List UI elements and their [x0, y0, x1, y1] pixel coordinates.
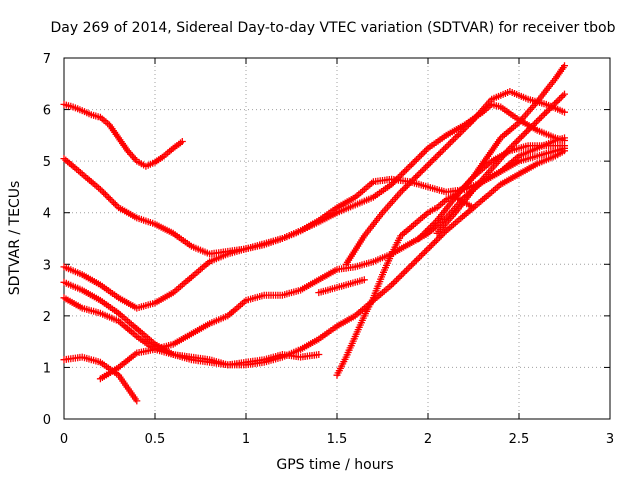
y-tick-label: 5	[43, 155, 51, 170]
y-tick-label: 7	[43, 52, 51, 67]
x-tick-label: 3	[606, 432, 614, 447]
series-sat-j	[342, 88, 568, 268]
series-sat-m	[451, 193, 477, 212]
series-layer	[60, 62, 568, 405]
x-tick-label: 2.5	[509, 432, 530, 447]
y-axis-label: SDTVAR / TECUs	[7, 181, 23, 296]
series-sat-g	[96, 134, 568, 383]
y-tick-label: 4	[43, 207, 51, 222]
x-tick-label: 2	[424, 432, 432, 447]
x-tick-label: 1	[242, 432, 250, 447]
x-axis-label: GPS time / hours	[276, 457, 393, 473]
grid	[64, 58, 610, 419]
y-tick-label: 3	[43, 258, 51, 273]
series-sat-l	[415, 142, 568, 242]
axis-ticks: 0 0.5 1 1.5 2 2.5 3 0 1 2 3 4 5 6 7	[43, 52, 614, 447]
y-tick-label: 0	[43, 413, 51, 428]
x-tick-label: 0.5	[145, 432, 166, 447]
y-tick-label: 6	[43, 104, 51, 119]
chart-title: Day 269 of 2014, Sidereal Day-to-day VTE…	[50, 20, 615, 36]
series-sat-c	[60, 147, 568, 369]
x-tick-label: 0	[60, 432, 68, 447]
series-sat-b	[60, 100, 568, 258]
series-sat-h	[315, 276, 368, 297]
y-tick-label: 2	[43, 310, 51, 325]
series-sat-k	[433, 90, 568, 237]
x-tick-label: 1.5	[327, 432, 348, 447]
y-tick-label: 1	[43, 361, 51, 376]
series-sat-d	[60, 278, 323, 369]
series-sat-a	[60, 100, 186, 170]
